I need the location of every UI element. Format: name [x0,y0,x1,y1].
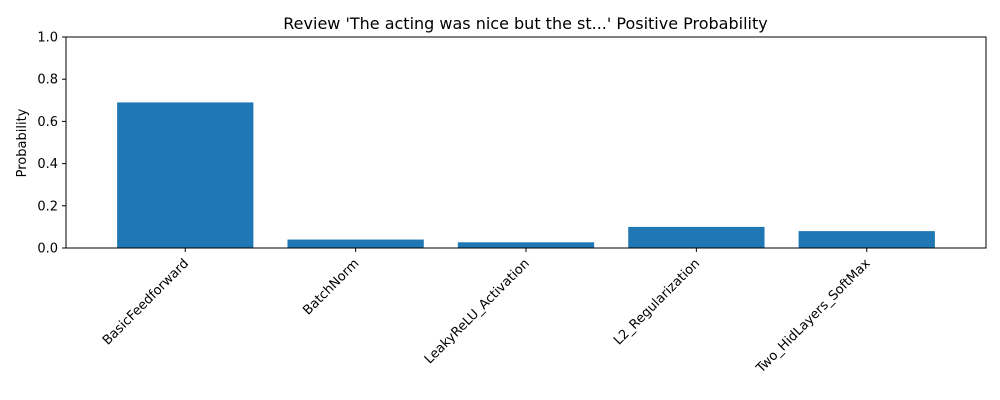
y-tick-label: 0.4 [37,157,58,172]
x-tick-label: LeakyReLU_Activation [422,256,533,367]
x-tick-label: BasicFeedforward [100,256,192,348]
chart-title: Review 'The acting was nice but the st..… [283,14,767,33]
y-tick-label: 0.0 [37,242,58,257]
y-tick-label: 0.8 [37,73,58,88]
y-tick-label: 0.6 [37,115,58,130]
bar-batchnorm [287,239,424,248]
y-tick-label: 1.0 [37,31,58,46]
y-tick-label: 0.2 [37,199,58,214]
bar-l2-regularization [628,226,765,248]
x-tick-label: Two_HidLayers_SoftMax [753,256,874,377]
bars-group [117,102,935,248]
x-axis: BasicFeedforward BatchNorm LeakyReLU_Activ… [100,248,874,377]
bar-basicfeedforward [117,102,254,248]
bar-two-hidlayers-softmax [798,231,935,248]
y-axis-label: Probability [15,108,30,177]
x-tick-label: L2_Regularization [611,256,703,348]
plot-frame [65,36,987,249]
bar-leakyrelu-activation [457,242,595,248]
x-tick-label: BatchNorm [300,256,362,318]
y-axis: 0.0 0.2 0.4 0.6 0.8 1.0 [37,31,66,257]
